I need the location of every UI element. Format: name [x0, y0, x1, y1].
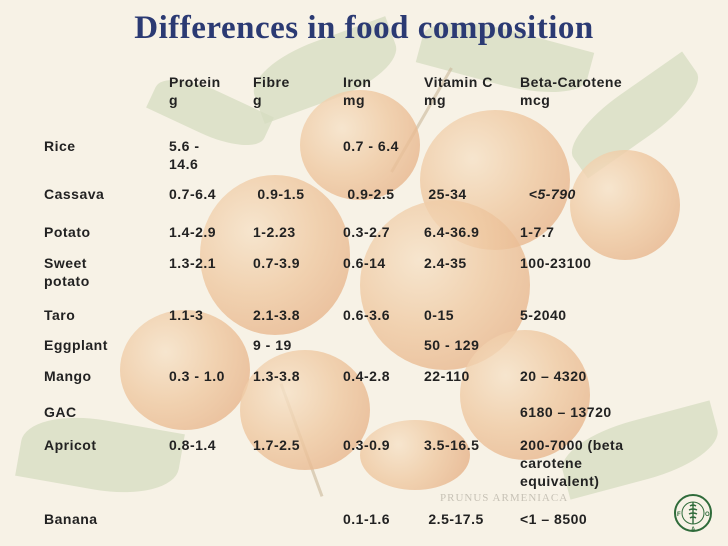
table-cell-beta-carotene: 5-2040	[520, 307, 567, 323]
row-label-food: Potato	[44, 224, 91, 240]
column-header-beta-carotene: Beta-Carotene mcg	[520, 74, 623, 108]
page-title: Differences in food composition	[134, 10, 594, 46]
table-cell-protein: 0.3 - 1.0	[169, 368, 225, 384]
svg-text:F: F	[677, 512, 681, 518]
table-cell-iron: 0.4-2.8	[343, 368, 391, 384]
row-label-food: Taro	[44, 307, 76, 323]
table-cell-protein: 1.1-3	[169, 307, 204, 323]
table-cell-iron: 0.1-1.6	[343, 511, 391, 527]
table-cell-iron: 0.9-2.5	[343, 186, 395, 202]
table-cell-protein: 1.4-2.9	[169, 224, 217, 240]
table-cell-iron: 0.3-2.7	[343, 224, 391, 240]
table-cell-fibre: 1.7-2.5	[253, 437, 301, 453]
table-cell-fibre: 1.3-3.8	[253, 368, 301, 384]
table-cell-fibre: 0.7-3.9	[253, 255, 301, 271]
column-header-protein: Protein g	[169, 74, 221, 108]
column-header-iron: Iron mg	[343, 74, 372, 108]
table-cell-iron: 0.6-3.6	[343, 307, 391, 323]
table-cell-vitamin-c: 22-110	[424, 368, 470, 384]
table-cell-beta-carotene: 20 – 4320	[520, 368, 587, 384]
table-cell-protein: 0.8-1.4	[169, 437, 217, 453]
table-cell-beta-carotene: 6180 – 13720	[520, 404, 612, 420]
row-label-food: Apricot	[44, 437, 97, 453]
row-label-food: Sweet potato	[44, 255, 90, 289]
table-cell-beta-carotene: 1-7.7	[520, 224, 555, 240]
table-cell-iron: 0.7 - 6.4	[343, 138, 399, 154]
table-cell-vitamin-c: 3.5-16.5	[424, 437, 480, 453]
fao-logo-icon: F O A	[674, 494, 712, 533]
table-cell-fibre: 2.1-3.8	[253, 307, 301, 323]
column-header-fibre: Fibre g	[253, 74, 290, 108]
svg-text:O: O	[705, 512, 710, 518]
table-cell-vitamin-c: 2.4-35	[424, 255, 467, 271]
row-label-food: GAC	[44, 404, 77, 420]
row-label-food: Rice	[44, 138, 76, 154]
table-cell-beta-carotene: 100-23100	[520, 255, 592, 271]
table-cell-fibre: 1-2.23	[253, 224, 296, 240]
column-header-vitamin-c: Vitamin C mg	[424, 74, 493, 108]
row-label-food: Mango	[44, 368, 92, 384]
row-label-food: Banana	[44, 511, 98, 527]
table-cell-fibre: 9 - 19	[253, 337, 292, 353]
table-cell-vitamin-c: 2.5-17.5	[424, 511, 484, 527]
table-cell-protein: 1.3-2.1	[169, 255, 217, 271]
row-label-food: Eggplant	[44, 337, 108, 353]
table-cell-beta-carotene: <5-790	[520, 186, 576, 202]
table-cell-iron: 0.6-14	[343, 255, 386, 271]
row-label-food: Cassava	[44, 186, 105, 202]
table-cell-vitamin-c: 25-34	[424, 186, 467, 202]
table-cell-vitamin-c: 6.4-36.9	[424, 224, 480, 240]
background-caption: PRUNUS ARMENIACA	[440, 492, 569, 504]
table-cell-iron: 0.3-0.9	[343, 437, 391, 453]
table-cell-protein: 0.7-6.4	[169, 186, 217, 202]
table-cell-vitamin-c: 0-15	[424, 307, 455, 323]
table-cell-beta-carotene: <1 – 8500	[520, 511, 588, 527]
table-cell-protein: 5.6 - 14.6	[169, 138, 200, 172]
table-cell-fibre: 0.9-1.5	[253, 186, 305, 202]
svg-text:A: A	[691, 527, 696, 533]
table-cell-vitamin-c: 50 - 129	[424, 337, 480, 353]
table-cell-beta-carotene: 200-7000 (beta carotene equivalent)	[520, 437, 624, 489]
